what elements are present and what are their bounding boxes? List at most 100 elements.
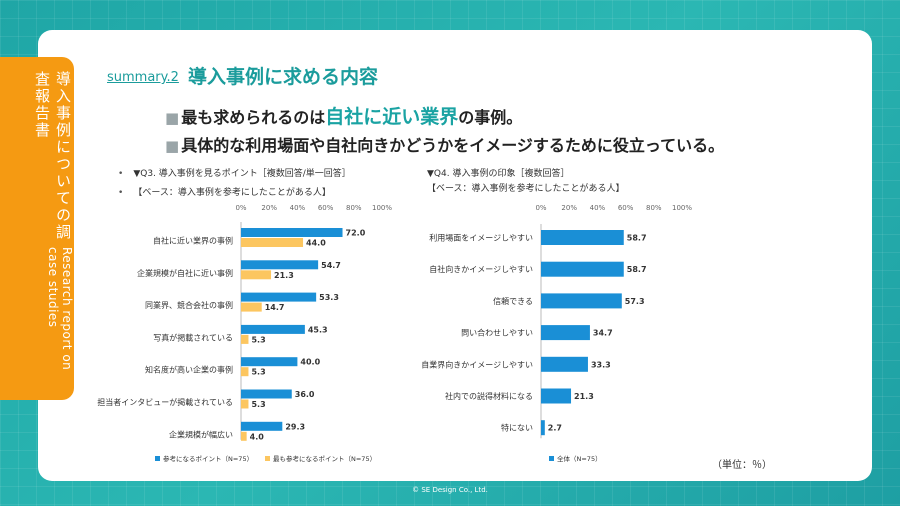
right-tick-label: 0% bbox=[535, 204, 546, 212]
left-value-label: 54.7 bbox=[321, 261, 341, 270]
right-tick-label: 100% bbox=[672, 204, 692, 212]
left-value-label: 40.0 bbox=[300, 358, 320, 367]
right-legend-swatch bbox=[549, 456, 554, 461]
left-tick-label: 100% bbox=[372, 204, 392, 212]
left-tick-label: 80% bbox=[346, 204, 362, 212]
left-category-label: 写真が掲載されている bbox=[153, 332, 233, 342]
finding-2: ■ 具体的な利用場面や自社向きかどうかをイメージするために役立っている。 bbox=[165, 132, 724, 160]
right-value-label: 21.3 bbox=[574, 392, 594, 401]
right-tick-label: 40% bbox=[590, 204, 606, 212]
left-bar-series1 bbox=[241, 292, 317, 302]
left-bar-series2 bbox=[241, 238, 304, 247]
right-value-label: 33.3 bbox=[591, 360, 611, 369]
right-category-label: 特にない bbox=[501, 423, 533, 433]
left-chart-question-text: ▼Q3. 導入事例を見るポイント［複数回答/単一回答］ bbox=[133, 169, 351, 179]
left-tick-label: 20% bbox=[261, 204, 277, 212]
left-category-label: 企業規模が自社に近い事例 bbox=[137, 268, 233, 278]
left-value-label: 21.3 bbox=[274, 271, 294, 280]
left-category-label: 同業界、競合会社の事例 bbox=[145, 300, 233, 310]
left-legend-label: 参考になるポイント（N=75） bbox=[163, 454, 253, 463]
left-bar-series1 bbox=[241, 389, 292, 399]
left-category-label: 自社に近い業界の事例 bbox=[153, 236, 233, 246]
finding-1-prefix: 最も求められるのは bbox=[181, 108, 326, 127]
right-tick-label: 60% bbox=[618, 204, 634, 212]
right-bar-series1 bbox=[541, 356, 588, 372]
left-bar-series2 bbox=[241, 302, 262, 312]
left-tick-label: 0% bbox=[235, 204, 246, 212]
left-bar-series2 bbox=[241, 270, 272, 280]
content-card bbox=[38, 30, 872, 481]
key-findings: ■ 最も求められるのは自社に近い業界の事例。 ■ 具体的な利用場面や自社向きかどうか… bbox=[165, 104, 724, 160]
right-bar-series1 bbox=[541, 420, 545, 436]
right-legend-label: 全体（N=75） bbox=[557, 454, 602, 463]
left-chart-base-text: 【ベース：導入事例を参考にしたことがある人】 bbox=[133, 188, 331, 198]
side-tab-title-jp: 導入事例についての調査報告書 bbox=[33, 71, 72, 241]
page-title: 導入事例に求める内容 bbox=[188, 66, 379, 88]
right-tick-label: 20% bbox=[561, 204, 577, 212]
right-category-label: 問い合わせしやすい bbox=[461, 328, 533, 338]
bullet-square-icon: ■ bbox=[165, 109, 180, 127]
right-value-label: 58.7 bbox=[627, 265, 647, 274]
bullet-dot-icon: • bbox=[118, 169, 124, 179]
left-bar-series2 bbox=[241, 431, 247, 441]
left-tick-label: 60% bbox=[318, 204, 334, 212]
left-bar-series1 bbox=[241, 324, 305, 334]
side-tab-text: 導入事例についての調査報告書 Research report on case s… bbox=[0, 57, 74, 400]
right-category-label: 社内での説得材料になる bbox=[445, 391, 533, 401]
finding-1-highlight: 自社に近い業界 bbox=[325, 106, 459, 128]
right-bar-series1 bbox=[541, 388, 572, 404]
left-legend-swatch bbox=[155, 456, 160, 461]
left-bar-series2 bbox=[241, 399, 249, 409]
left-bar-series1 bbox=[241, 421, 283, 431]
left-tick-label: 40% bbox=[290, 204, 306, 212]
right-bar-series1 bbox=[541, 261, 624, 277]
left-chart-base: • 【ベース：導入事例を参考にしたことがある人】 bbox=[118, 185, 331, 198]
right-category-label: 自業界向きかイメージしやすい bbox=[421, 359, 533, 369]
left-value-label: 53.3 bbox=[319, 293, 339, 302]
left-value-label: 4.0 bbox=[250, 432, 265, 441]
left-bar-series2 bbox=[241, 334, 249, 344]
left-value-label: 5.3 bbox=[251, 400, 265, 409]
left-legend-label: 最も参考になるポイント（N=75） bbox=[273, 454, 376, 463]
right-category-label: 信頼できる bbox=[493, 296, 533, 306]
side-tab-title-en: Research report on case studies bbox=[46, 246, 74, 370]
left-bar-series1 bbox=[241, 357, 298, 367]
copyright: © SE Design Co., Ltd. bbox=[412, 486, 488, 494]
left-value-label: 5.3 bbox=[251, 335, 265, 344]
left-bar-series2 bbox=[241, 367, 249, 377]
unit-note: （単位：％） bbox=[712, 460, 772, 471]
right-tick-label: 80% bbox=[646, 204, 662, 212]
right-bar-series1 bbox=[541, 325, 590, 341]
bullet-dot-icon: • bbox=[118, 188, 124, 198]
right-value-label: 57.3 bbox=[625, 297, 645, 306]
left-chart-question: • ▼Q3. 導入事例を見るポイント［複数回答/単一回答］ bbox=[118, 166, 351, 179]
left-value-label: 44.0 bbox=[306, 239, 326, 248]
right-bar-series1 bbox=[541, 293, 622, 309]
left-value-label: 45.3 bbox=[308, 325, 328, 334]
left-value-label: 5.3 bbox=[251, 368, 265, 377]
right-value-label: 58.7 bbox=[627, 234, 647, 243]
left-legend-swatch bbox=[265, 456, 270, 461]
left-value-label: 72.0 bbox=[346, 229, 366, 238]
left-category-label: 企業規模が幅広い bbox=[169, 429, 233, 439]
left-bar-series1 bbox=[241, 260, 319, 270]
right-category-label: 自社向きかイメージしやすい bbox=[429, 264, 533, 274]
left-bar-series1 bbox=[241, 228, 343, 237]
right-value-label: 34.7 bbox=[593, 329, 613, 338]
right-category-label: 利用場面をイメージしやすい bbox=[429, 233, 533, 243]
right-value-label: 2.7 bbox=[548, 424, 562, 433]
right-bar-series1 bbox=[541, 230, 624, 245]
right-chart-question: ▼Q4. 導入事例の印象［複数回答］ bbox=[427, 169, 570, 179]
bullet-square-icon: ■ bbox=[165, 137, 180, 155]
left-category-label: 担当者インタビューが掲載されている bbox=[97, 397, 233, 407]
right-chart-base: 【ベース：導入事例を参考にしたことがある人】 bbox=[427, 184, 625, 194]
left-category-label: 知名度が高い企業の事例 bbox=[145, 365, 233, 375]
finding-1: ■ 最も求められるのは自社に近い業界の事例。 bbox=[165, 104, 724, 132]
finding-2-text: 具体的な利用場面や自社向きかどうかをイメージするために役立っている。 bbox=[181, 136, 725, 155]
left-value-label: 29.3 bbox=[285, 422, 305, 431]
finding-1-suffix: の事例。 bbox=[458, 108, 523, 127]
left-value-label: 14.7 bbox=[265, 303, 285, 312]
summary-label: summary.2 bbox=[107, 70, 179, 85]
left-value-label: 36.0 bbox=[295, 390, 315, 399]
